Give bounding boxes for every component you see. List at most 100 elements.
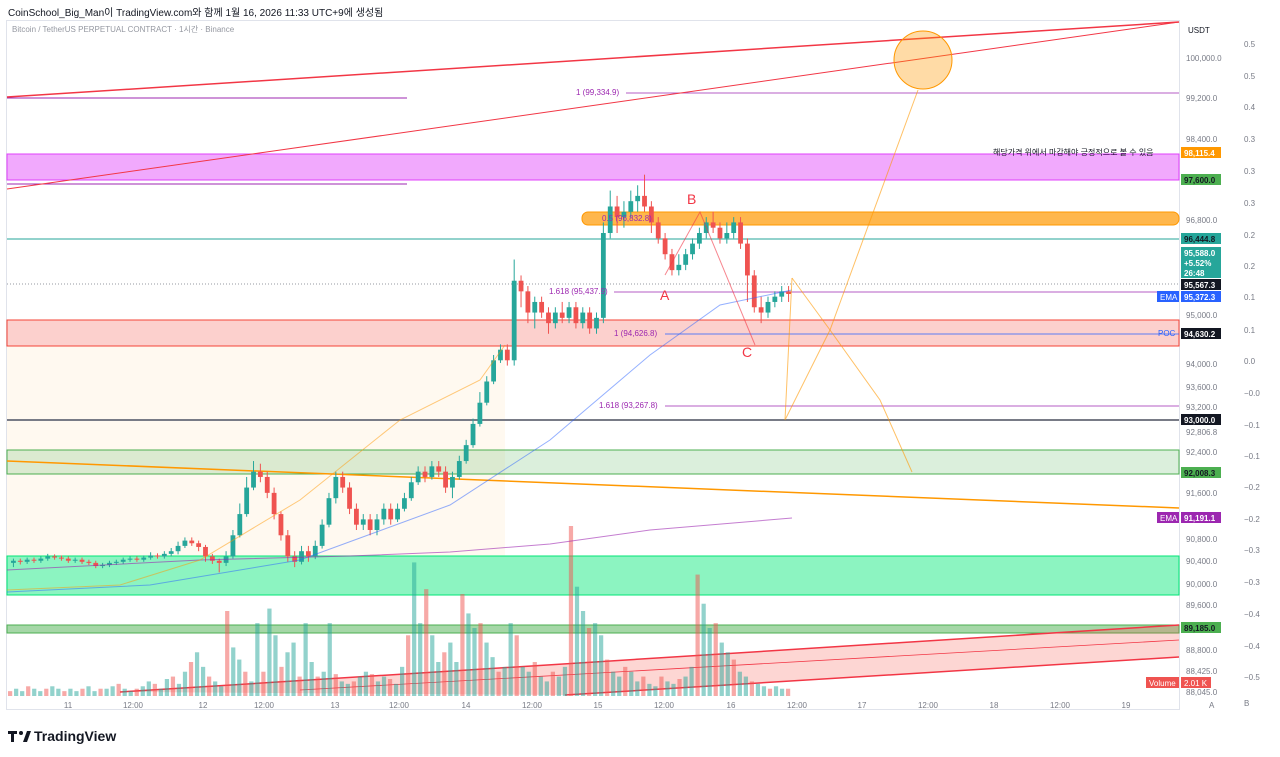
candle-body xyxy=(443,471,448,488)
volume-bar xyxy=(647,683,652,696)
volume-bar xyxy=(568,526,574,696)
tradingview-logo[interactable]: TradingView xyxy=(8,728,116,744)
candle-body xyxy=(518,280,524,292)
candle-body xyxy=(59,557,64,559)
volume-bar xyxy=(490,657,495,696)
volume-bar xyxy=(586,628,592,696)
candle-body xyxy=(642,195,647,207)
percent-tick-label: −0.0 xyxy=(1244,389,1260,398)
candle-body xyxy=(456,461,462,477)
volume-bar xyxy=(484,642,489,696)
volume-bar xyxy=(279,666,284,696)
volume-bar xyxy=(719,642,724,696)
candle-body xyxy=(511,280,517,361)
candle-body xyxy=(237,514,243,536)
volume-bar xyxy=(369,674,375,696)
resistance-trendline-2 xyxy=(6,21,1180,190)
candle-body xyxy=(120,559,126,562)
candle-body xyxy=(11,560,16,563)
wave-c-label: C xyxy=(742,344,752,360)
volume-bar xyxy=(424,589,429,696)
x-tick-label: 12:00 xyxy=(654,701,675,710)
candle-body xyxy=(498,349,503,361)
candle-body xyxy=(484,381,490,403)
price-chart[interactable]: 1 (99,334.9) 해당가격 위에서 마감해야 긍정적으로 볼 수 있음 0.… xyxy=(0,0,1280,720)
note-text: 해당가격 위에서 마감해야 긍정적으로 볼 수 있음 xyxy=(993,147,1154,157)
volume-bar xyxy=(713,623,718,696)
volume-bar xyxy=(689,666,694,696)
percent-tick-label: −0.2 xyxy=(1244,483,1260,492)
percent-tick-label: −0.3 xyxy=(1244,578,1260,587)
candle-body xyxy=(107,562,112,565)
y-tick-label: 100,000.0 xyxy=(1186,54,1222,63)
volume-bar xyxy=(285,652,290,696)
price-tag-text: 95,567.3 xyxy=(1184,281,1216,290)
candle-body xyxy=(367,519,373,530)
candle-body xyxy=(580,312,586,324)
candle-body xyxy=(450,476,455,488)
volume-bar xyxy=(412,562,417,696)
volume-bar xyxy=(629,671,634,696)
candle-body xyxy=(463,445,469,462)
volume-bar xyxy=(116,683,121,696)
ema-tag xyxy=(1157,512,1179,523)
candle-body xyxy=(31,559,37,561)
volume-bar xyxy=(32,688,37,696)
channel-mid-line xyxy=(299,639,1180,691)
volume-bar xyxy=(273,635,278,696)
x-tick-label: 19 xyxy=(1122,701,1131,710)
x-tick-label: 15 xyxy=(594,701,603,710)
fib-background-zone xyxy=(7,346,505,556)
candle-body xyxy=(477,402,483,424)
orange-trendline xyxy=(6,460,1180,509)
percent-tick-label: −0.1 xyxy=(1244,452,1260,461)
candle-body xyxy=(525,291,531,313)
candle-body xyxy=(360,519,366,525)
candle-body xyxy=(738,222,743,244)
volume-bar xyxy=(707,628,712,696)
candle-body xyxy=(539,301,545,313)
volume-bar xyxy=(50,686,55,696)
chart-header: CoinSchool_Big_Man이 TradingView.com와 함께 … xyxy=(0,0,1280,20)
candle-body xyxy=(690,243,695,255)
chart-area[interactable] xyxy=(6,20,1180,710)
footer: TradingView xyxy=(0,720,1280,757)
percent-tick-label: −0.4 xyxy=(1244,642,1260,651)
volume-bar xyxy=(454,662,459,696)
symbol-description: Bitcoin / TetherUS PERPETUAL CONTRACT · … xyxy=(12,25,235,34)
volume-bar xyxy=(38,691,43,696)
candle-body xyxy=(65,558,71,561)
volume-bar xyxy=(110,686,115,696)
candle-body xyxy=(38,558,44,561)
volume-bar xyxy=(737,671,742,696)
candle-body xyxy=(532,301,538,313)
volume-tag xyxy=(1146,677,1179,688)
candle-body xyxy=(182,540,188,546)
tradingview-logo-icon xyxy=(8,729,31,743)
volume-bar xyxy=(665,681,670,696)
price-tag xyxy=(1181,279,1221,290)
x-tick-label: 12:00 xyxy=(918,701,939,710)
volume-bar xyxy=(363,671,369,696)
volume-bar xyxy=(20,691,25,696)
poc-label: POC xyxy=(1158,329,1176,338)
candle-body xyxy=(230,535,236,557)
volume-bar xyxy=(152,683,157,696)
candle-body xyxy=(470,423,476,446)
candle-body xyxy=(724,233,730,239)
projection-down xyxy=(791,277,913,473)
price-tag xyxy=(1181,233,1221,244)
percent-tick-label: 0.1 xyxy=(1244,293,1256,302)
candle-body xyxy=(271,492,277,515)
fib-connector-line xyxy=(6,344,506,591)
ema-line-blue xyxy=(6,289,793,593)
price-tag-text: 98,115.4 xyxy=(1184,149,1215,158)
candle-body xyxy=(127,558,133,560)
candle-body xyxy=(655,222,661,239)
candle-body xyxy=(402,498,407,509)
volume-bar xyxy=(200,666,206,696)
resistance-trendline xyxy=(6,21,1180,98)
volume-bar xyxy=(574,586,580,696)
volume-bar xyxy=(400,666,405,696)
candle-body xyxy=(772,296,778,302)
